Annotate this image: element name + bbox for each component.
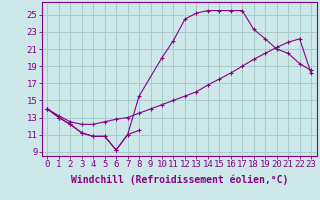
X-axis label: Windchill (Refroidissement éolien,°C): Windchill (Refroidissement éolien,°C) xyxy=(70,175,288,185)
